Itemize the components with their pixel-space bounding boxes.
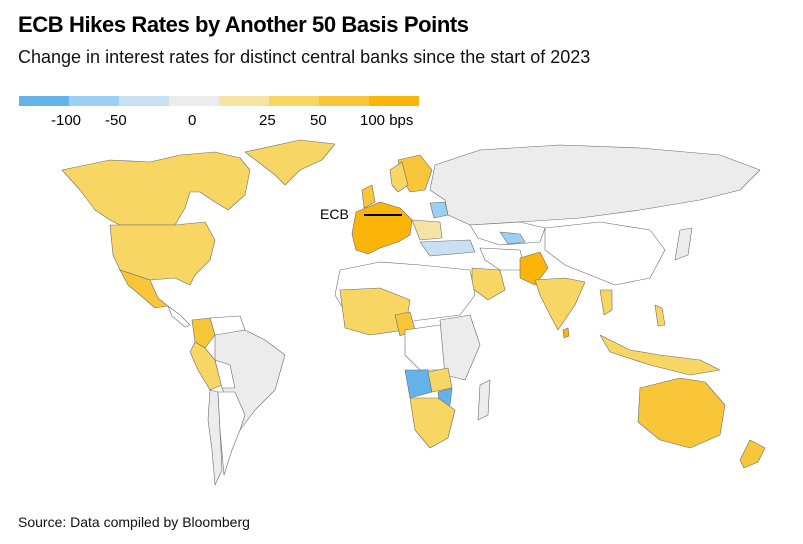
region-southern-africa: [409, 397, 456, 449]
region-argentina: [217, 391, 246, 476]
region-japan: [674, 227, 693, 261]
legend-swatch: [269, 96, 319, 106]
region-saudi-arabia: [471, 267, 506, 301]
region-sri-lanka: [562, 327, 570, 339]
region-iran: [479, 247, 526, 271]
region-eurozone: [351, 201, 413, 255]
legend-swatch: [219, 96, 269, 106]
legend-swatch: [119, 96, 169, 106]
region-eastern-europe: [411, 219, 443, 241]
region-zambia: [427, 367, 453, 393]
region-new-zealand: [739, 439, 766, 469]
region-indonesia: [599, 334, 721, 376]
region-peru: [189, 341, 223, 391]
legend-swatch: [69, 96, 119, 106]
legend-swatch: [319, 96, 369, 106]
legend-label: 50: [310, 112, 327, 129]
source-note: Source: Data compiled by Bloomberg: [18, 514, 250, 530]
region-angola: [404, 369, 433, 399]
region-norway: [389, 161, 409, 193]
region-australia: [637, 377, 726, 449]
region-bolivia: [214, 359, 236, 389]
region-uk: [361, 184, 376, 209]
legend-swatch: [19, 96, 69, 106]
legend-label: 0: [188, 112, 197, 129]
chart-subtitle: Change in interest rates for distinct ce…: [18, 47, 591, 67]
region-thailand: [599, 289, 613, 316]
region-east-africa: [439, 314, 481, 381]
region-russia: [429, 144, 761, 226]
legend-label: -50: [105, 112, 127, 129]
region-greenland: [244, 139, 336, 186]
chart-title: ECB Hikes Rates by Another 50 Basis Poin…: [18, 12, 469, 37]
ecb-annotation-label: ECB: [320, 206, 349, 222]
region-central-america: [167, 305, 191, 328]
region-canada: [61, 151, 251, 226]
region-turkey: [419, 239, 476, 257]
region-madagascar: [477, 379, 491, 421]
region-china: [544, 221, 666, 286]
legend-labels: -100 -50 0 25 50 100 bps: [19, 112, 439, 132]
ecb-annotation-line: [364, 214, 402, 216]
legend-label: 25: [259, 112, 276, 129]
region-pakistan: [519, 251, 549, 286]
region-belarus: [429, 201, 449, 219]
region-philippines: [654, 304, 666, 327]
world-map: [61, 139, 766, 486]
legend-swatch: [169, 96, 219, 106]
legend-swatch: [369, 96, 419, 106]
region-colombia: [191, 317, 216, 349]
region-india: [534, 277, 586, 331]
color-legend: [19, 96, 419, 106]
legend-label: 100 bps: [360, 112, 414, 129]
region-uzbekistan: [499, 231, 526, 245]
legend-label: -100: [51, 112, 82, 129]
